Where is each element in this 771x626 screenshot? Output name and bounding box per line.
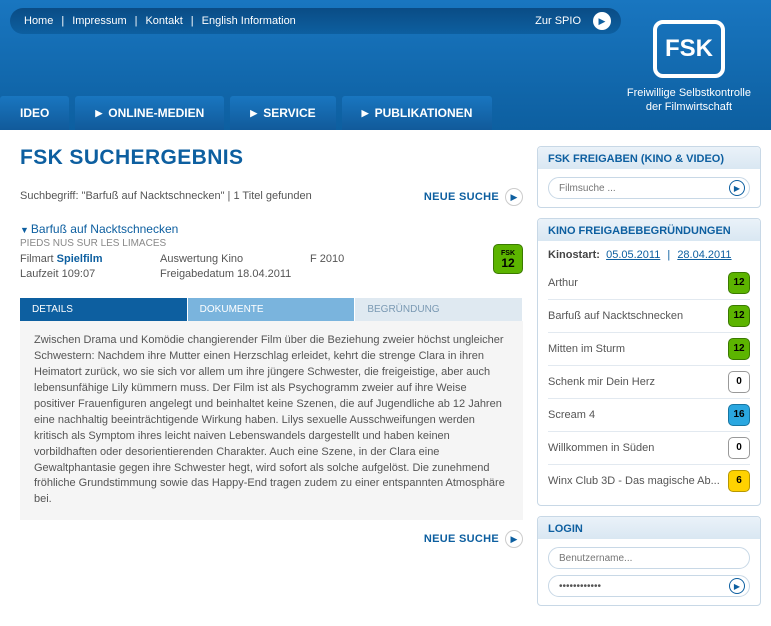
tab-begruendung[interactable]: BEGRÜNDUNG <box>355 298 523 321</box>
kino-dates: Kinostart: 05.05.2011 | 28.04.2011 <box>548 249 750 261</box>
fsk-logo: FSK <box>653 20 725 78</box>
result-description: Zwischen Drama und Komödie changierender… <box>20 321 523 520</box>
topnav-kontakt[interactable]: Kontakt <box>145 15 182 27</box>
kino-item-name: Winx Club 3D - Das magische Ab... <box>548 475 722 487</box>
panel-kino: KINO FREIGABEBEGRÜNDUNGEN Kinostart: 05.… <box>537 218 761 506</box>
kino-item-name: Mitten im Sturm <box>548 343 722 355</box>
rating-badge: 12 <box>728 272 750 294</box>
rating-badge: 12 <box>728 338 750 360</box>
kino-item-name: Barfuß auf Nacktschnecken <box>548 310 722 322</box>
rating-badge: 0 <box>728 371 750 393</box>
rating-badge: 0 <box>728 437 750 459</box>
kino-date-1[interactable]: 05.05.2011 <box>606 249 660 261</box>
kino-item[interactable]: Schenk mir Dein Herz 0 <box>548 365 750 398</box>
kino-item[interactable]: Willkommen in Süden 0 <box>548 431 750 464</box>
film-search-go-icon[interactable]: ▶ <box>729 180 745 196</box>
topnav-home[interactable]: Home <box>24 15 53 27</box>
rating-badge: 12 <box>728 305 750 327</box>
chevron-right-icon: ▶ <box>250 108 257 119</box>
page-title: FSK SUCHERGEBNIS <box>20 146 523 170</box>
result-subtitle: PIEDS NUS SUR LES LIMACES <box>20 238 523 249</box>
kino-item[interactable]: Barfuß auf Nacktschnecken 12 <box>548 299 750 332</box>
kino-item-name: Scream 4 <box>548 409 722 421</box>
rating-badge: 16 <box>728 404 750 426</box>
spio-go-icon[interactable]: ▶ <box>593 12 611 30</box>
brand-subtitle: Freiwillige Selbstkontrolle der Filmwirt… <box>627 86 751 115</box>
tab-dokumente[interactable]: DOKUMENTE <box>188 298 356 321</box>
kino-item[interactable]: Winx Club 3D - Das magische Ab... 6 <box>548 464 750 497</box>
result-meta: Filmart Spielfilm Auswertung Kino F 2010… <box>20 253 523 280</box>
login-go-icon[interactable]: ▶ <box>729 578 745 594</box>
nav-online-medien[interactable]: ▶ONLINE-MEDIEN <box>75 96 224 130</box>
chevron-down-icon: ▼ <box>20 225 29 235</box>
panel-login: LOGIN ▶ <box>537 516 761 606</box>
film-search-input[interactable] <box>559 183 729 194</box>
kino-item-name: Willkommen in Süden <box>548 442 722 454</box>
new-search-go-icon[interactable]: ▶ <box>505 530 523 548</box>
new-search-link-bottom[interactable]: NEUE SUCHE <box>424 533 499 545</box>
result-tabs: DETAILS DOKUMENTE BEGRÜNDUNG <box>20 298 523 321</box>
kino-item[interactable]: Scream 4 16 <box>548 398 750 431</box>
topnav-impressum[interactable]: Impressum <box>72 15 126 27</box>
brand-area: FSK Freiwillige Selbstkontrolle der Film… <box>627 20 751 115</box>
kino-item[interactable]: Arthur 12 <box>548 267 750 299</box>
nav-video[interactable]: IDEO <box>0 96 69 130</box>
panel-freigaben: FSK FREIGABEN (KINO & VIDEO) ▶ <box>537 146 761 208</box>
kino-date-2[interactable]: 28.04.2011 <box>677 249 731 261</box>
nav-service[interactable]: ▶SERVICE <box>230 96 335 130</box>
panel-login-title: LOGIN <box>538 517 760 539</box>
kino-item[interactable]: Mitten im Sturm 12 <box>548 332 750 365</box>
tab-details[interactable]: DETAILS <box>20 298 188 321</box>
topnav-spio[interactable]: Zur SPIO <box>535 15 581 27</box>
kino-item-name: Schenk mir Dein Herz <box>548 376 722 388</box>
new-search-go-icon[interactable]: ▶ <box>505 188 523 206</box>
password-input[interactable] <box>559 581 729 592</box>
main-nav: IDEO ▶ONLINE-MEDIEN ▶SERVICE ▶PUBLIKATIO… <box>0 96 492 130</box>
chevron-right-icon: ▶ <box>362 108 369 119</box>
topnav-english[interactable]: English Information <box>202 15 296 27</box>
kino-list: Arthur12Barfuß auf Nacktschnecken12Mitte… <box>548 267 750 497</box>
kino-item-name: Arthur <box>548 277 722 289</box>
username-input[interactable] <box>559 553 745 564</box>
chevron-right-icon: ▶ <box>95 108 102 119</box>
panel-kino-title: KINO FREIGABEBEGRÜNDUNGEN <box>538 219 760 241</box>
top-navbar: Home| Impressum| Kontakt| English Inform… <box>10 8 621 34</box>
rating-badge: 6 <box>728 470 750 492</box>
search-summary: Suchbegriff: "Barfuß auf Nacktschnecken"… <box>20 190 523 202</box>
result-title[interactable]: ▼Barfuß auf Nacktschnecken <box>20 222 523 236</box>
result-block: ▼Barfuß auf Nacktschnecken PIEDS NUS SUR… <box>20 222 523 280</box>
new-search-link-top[interactable]: NEUE SUCHE <box>424 191 499 203</box>
film-search-pill: ▶ <box>548 177 750 199</box>
rating-badge: FSK12 <box>493 244 523 274</box>
nav-publikationen[interactable]: ▶PUBLIKATIONEN <box>342 96 493 130</box>
panel-freigaben-title: FSK FREIGABEN (KINO & VIDEO) <box>538 147 760 169</box>
